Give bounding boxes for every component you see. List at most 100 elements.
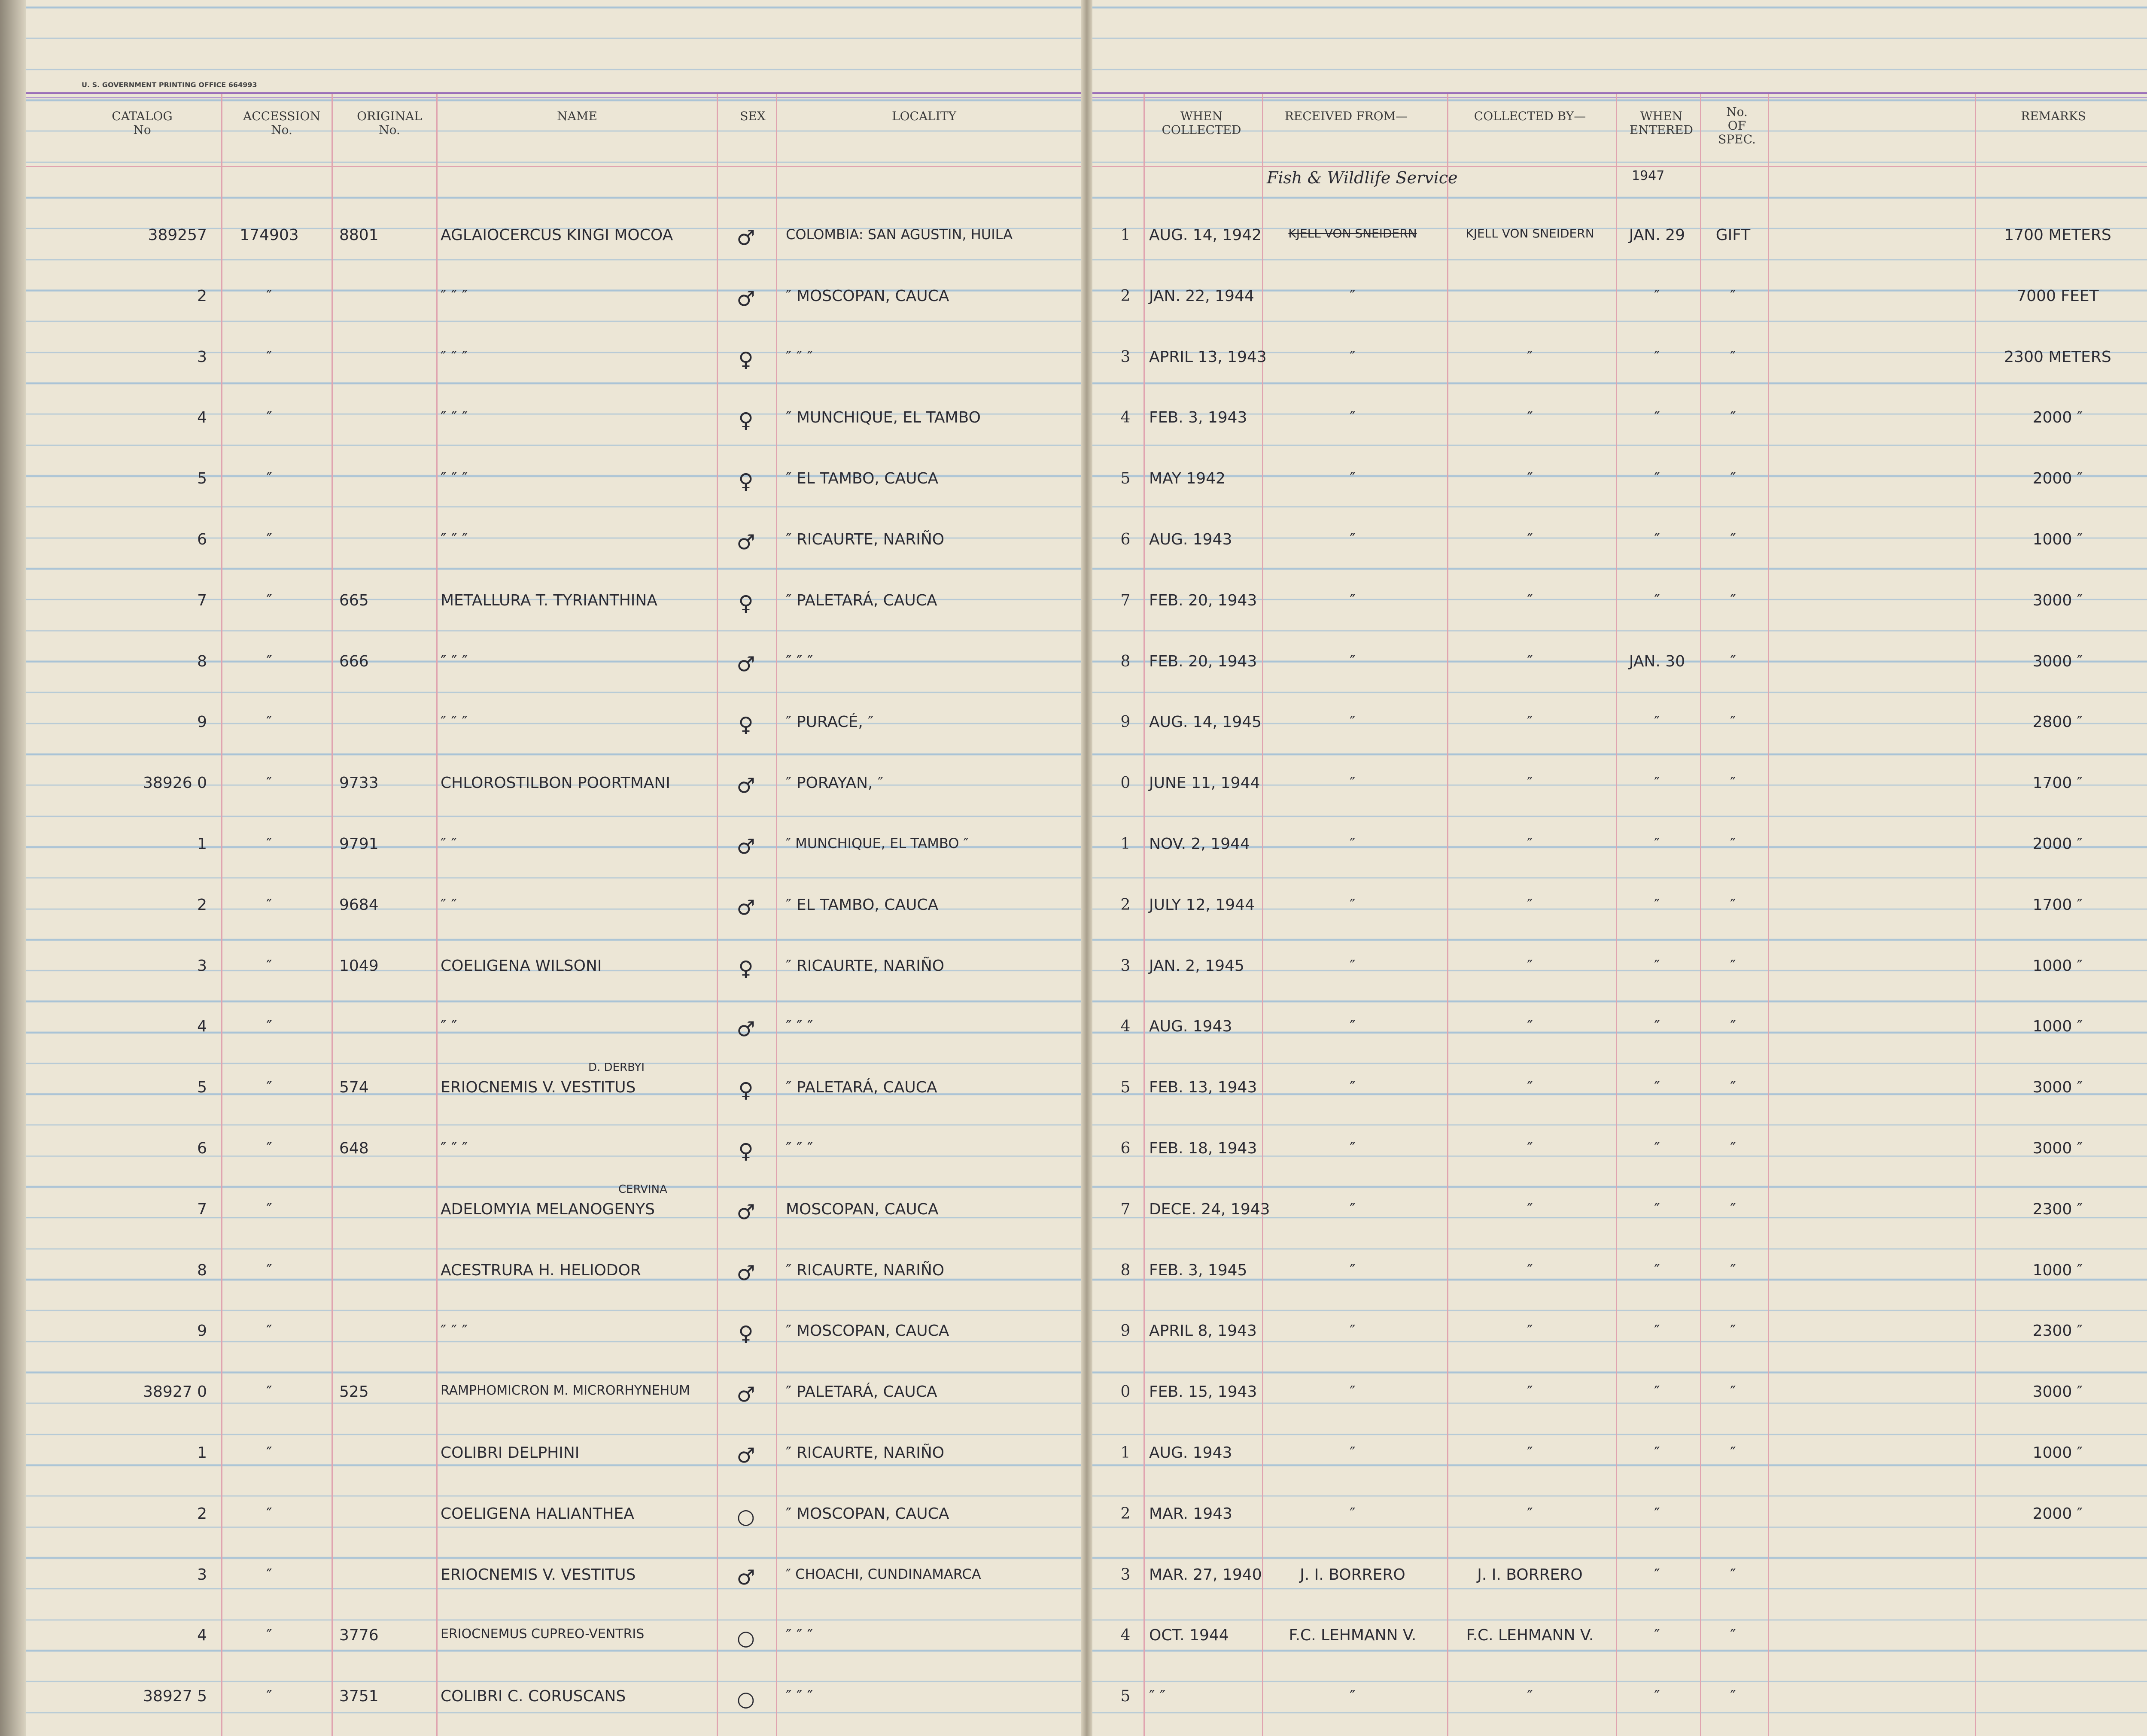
locality: ″ EL TAMBO, CAUCA xyxy=(786,470,939,488)
original-no: 1049 xyxy=(339,957,379,975)
when-entered: ″ xyxy=(1654,835,1660,853)
locality: ″ RICAURTE, NARIÑO xyxy=(786,1444,945,1462)
line-no: 6 xyxy=(1120,531,1131,548)
sex: ○ xyxy=(737,1687,755,1712)
no-of-spec: ″ xyxy=(1730,1261,1736,1279)
species-name: ERIOCNEMIS V. VESTITUS xyxy=(441,1566,636,1584)
catalog-no: 8 xyxy=(197,652,207,670)
catalog-no: 5 xyxy=(197,470,207,488)
no-of-spec: ″ xyxy=(1730,1566,1736,1584)
when-entered: ″ xyxy=(1654,1505,1660,1523)
accession-no: ″ xyxy=(266,470,272,488)
collected-by: KJELL VON SNEIDERN xyxy=(1466,226,1594,240)
no-of-spec: ″ xyxy=(1730,1383,1736,1401)
locality: ″ ″ ″ xyxy=(786,1687,813,1706)
catalog-no: 2 xyxy=(197,1505,207,1523)
species-name: AGLAIOCERCUS KINGI MOCOA xyxy=(441,226,673,244)
no-of-spec: ″ xyxy=(1730,591,1736,609)
species-name: ″ ″ ″ xyxy=(441,1140,468,1157)
species-name: ERIOCNEMUS CUPREO-VENTRIS xyxy=(441,1627,645,1642)
when-entered: ″ xyxy=(1654,1383,1660,1401)
when-collected: MAR. 27, 1940 xyxy=(1149,1566,1262,1584)
received-from: J. I. BORRERO xyxy=(1300,1566,1405,1584)
catalog-no: 9 xyxy=(197,713,207,731)
line-no: 2 xyxy=(1120,1505,1131,1523)
original-no: 525 xyxy=(339,1383,369,1401)
no-of-spec: ″ xyxy=(1730,774,1736,792)
no-of-spec: ″ xyxy=(1730,348,1736,366)
remarks: 3000 ″ xyxy=(2032,1383,2083,1401)
column-header: LOCALITY xyxy=(891,109,957,123)
original-no: 665 xyxy=(339,591,369,609)
column-rule xyxy=(1262,94,1263,1736)
sex: ♀ xyxy=(738,1322,754,1346)
when-entered: ″ xyxy=(1654,1627,1660,1645)
catalog-no: 6 xyxy=(197,1140,207,1157)
sex: ♂ xyxy=(736,286,755,311)
column-header: ACCESSION No. xyxy=(243,109,320,137)
catalog-no: 7 xyxy=(197,1200,207,1218)
accession-no: ″ xyxy=(266,1627,272,1645)
remarks: 3000 ″ xyxy=(2032,591,2083,609)
when-collected: FEB. 20, 1943 xyxy=(1149,591,1257,609)
line-no: 5 xyxy=(1120,470,1131,488)
sex: ♀ xyxy=(738,469,754,494)
when-collected: OCT. 1944 xyxy=(1149,1627,1229,1645)
locality: ″ RICAURTE, NARIÑO xyxy=(786,531,945,548)
species-name: ″ ″ ″ xyxy=(441,713,468,731)
line-no: 9 xyxy=(1120,713,1131,731)
accession-no: ″ xyxy=(266,896,272,914)
sex: ♂ xyxy=(736,1017,755,1042)
name-correction: D. DERBYI xyxy=(588,1061,645,1074)
column-header: NAME xyxy=(557,109,597,123)
column-header: WHEN ENTERED xyxy=(1629,109,1694,137)
no-of-spec: ″ xyxy=(1730,1200,1736,1218)
accession-no: ″ xyxy=(266,713,272,731)
locality: ″ PURACÉ, ″ xyxy=(786,713,874,731)
when-collected: JAN. 22, 1944 xyxy=(1149,287,1254,305)
accession-no: ″ xyxy=(266,1383,272,1401)
column-rule xyxy=(436,94,438,1736)
accession-no: ″ xyxy=(266,774,272,792)
no-of-spec: ″ xyxy=(1730,713,1736,731)
remarks: 2800 ″ xyxy=(2032,713,2083,731)
sex: ♂ xyxy=(736,652,755,676)
accession-no: ″ xyxy=(266,287,272,305)
species-name: ″ ″ xyxy=(441,835,457,853)
no-of-spec: ″ xyxy=(1730,1687,1736,1706)
locality: ″ ″ ″ xyxy=(786,1627,813,1645)
accession-no: ″ xyxy=(266,1018,272,1036)
when-collected: ″ ″ xyxy=(1149,1687,1166,1706)
column-header: REMARKS xyxy=(2021,109,2086,123)
accession-no: ″ xyxy=(266,1444,272,1462)
sex: ♂ xyxy=(736,774,755,798)
accession-no: ″ xyxy=(266,835,272,853)
collected-by: ″ xyxy=(1527,409,1533,427)
locality: ″ ″ ″ xyxy=(786,348,813,366)
when-entered: ″ xyxy=(1654,287,1660,305)
species-name: ″ ″ ″ xyxy=(441,409,468,427)
collected-by: ″ xyxy=(1527,591,1533,609)
locality: ″ CHOACHI, CUNDINAMARCA xyxy=(786,1566,981,1582)
line-no: 1 xyxy=(1120,835,1131,853)
accession-no: ″ xyxy=(266,1200,272,1218)
sex: ♀ xyxy=(738,713,754,737)
when-collected: AUG. 14, 1942 xyxy=(1149,226,1262,244)
sex: ♂ xyxy=(736,1261,755,1285)
received-from: ″ xyxy=(1350,287,1356,305)
original-no: 9791 xyxy=(339,835,379,853)
received-from: ″ xyxy=(1350,1322,1356,1340)
no-of-spec: ″ xyxy=(1730,896,1736,914)
received-from: ″ xyxy=(1350,713,1356,731)
sex: ♂ xyxy=(736,895,755,920)
when-entered: ″ xyxy=(1654,1261,1660,1279)
remarks: 2300 METERS xyxy=(2004,348,2111,366)
original-no: 3751 xyxy=(339,1687,379,1706)
species-name: ″ ″ ″ xyxy=(441,287,468,305)
no-of-spec: ″ xyxy=(1730,652,1736,670)
line-no: 4 xyxy=(1120,409,1131,427)
species-name: COLIBRI C. CORUSCANS xyxy=(441,1687,626,1706)
sex: ♀ xyxy=(738,956,754,981)
received-from: ″ xyxy=(1350,1505,1356,1523)
